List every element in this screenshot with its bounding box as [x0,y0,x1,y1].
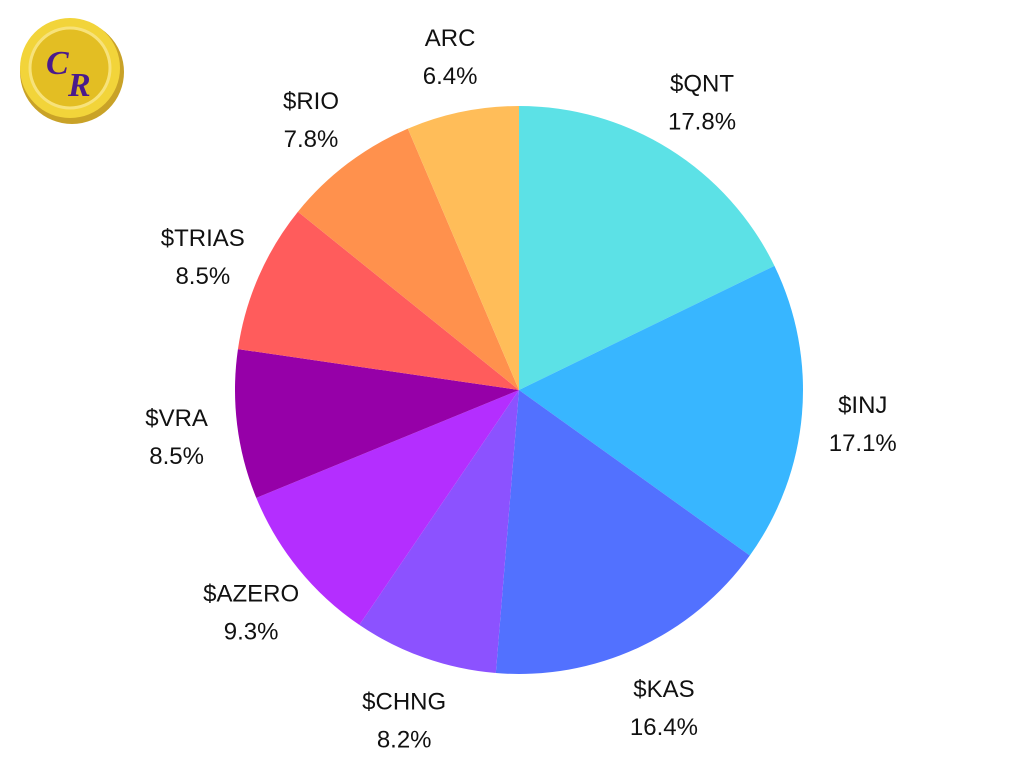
pie-slice-vra [235,349,520,498]
slice-name-label: $QNT [670,71,734,98]
pie-labels: $QNT 17.8% $INJ 17.1% $KAS 16.4% $CHNG 8.2% $AZE… [145,25,897,753]
slice-name-label: $INJ [838,392,887,419]
slice-value-label: 8.5% [175,263,230,290]
pie-slice-kas [495,390,750,674]
slice-name-label: ARC [425,25,476,52]
slice-value-label: 6.4% [423,63,478,90]
pie-slice-azero [256,390,519,625]
slice-value-label: 8.2% [377,726,432,753]
slice-name-label: $AZERO [203,580,299,607]
slice-value-label: 16.4% [630,714,698,741]
slice-name-label: $CHNG [362,688,446,715]
slice-name-label: $KAS [633,676,694,703]
slice-name-label: $TRIAS [161,225,245,252]
logo-coin-inner [28,26,112,110]
logo: C R [20,18,124,124]
slice-name-label: $RIO [283,88,339,115]
slice-value-label: 7.8% [284,126,339,153]
logo-letter-r: R [67,67,91,104]
slice-value-label: 17.1% [829,430,897,457]
slice-name-label: $VRA [145,405,208,432]
pie-slice-arc [407,106,519,390]
pie-slices [235,106,804,674]
pie-slice-qnt [519,106,775,390]
logo-letter-c: C [46,45,69,82]
slice-value-label: 17.8% [668,109,736,136]
slice-value-label: 9.3% [224,618,279,645]
pie-slice-rio [297,128,519,390]
pie-slice-inj [519,265,804,556]
slice-value-label: 8.5% [149,443,204,470]
pie-slice-chng [359,390,519,674]
pie-slice-trias [237,211,519,390]
